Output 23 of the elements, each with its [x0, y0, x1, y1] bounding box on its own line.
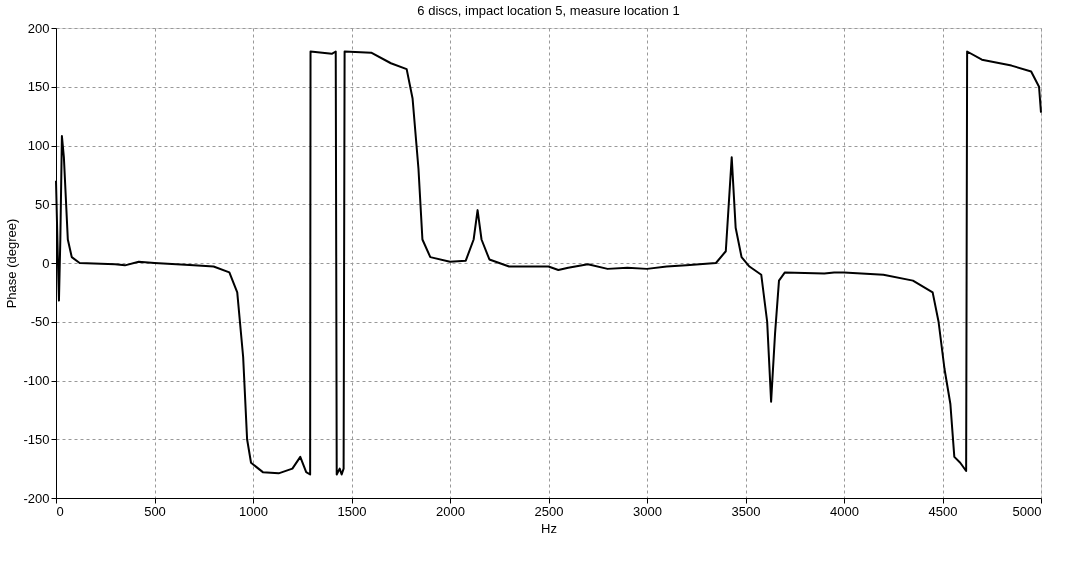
y-tick-label: -100	[23, 373, 50, 388]
y-tick-label: -50	[30, 314, 50, 330]
y-tick-label: 200	[27, 20, 50, 36]
y-tick-label: 50	[35, 196, 50, 212]
x-tick-label: 4000	[830, 503, 859, 519]
x-tick-label: 500	[144, 503, 166, 519]
x-tick-label: 1000	[239, 503, 268, 519]
x-tick-label: 2500	[534, 503, 564, 519]
y-tick-label: 150	[27, 79, 50, 95]
y-tick-label: -200	[23, 490, 50, 506]
y-tick-label: -150	[23, 431, 50, 447]
chart-title: 6 discs, impact location 5, measure location 1	[417, 3, 680, 18]
x-tick-label: 5000	[1012, 503, 1042, 519]
x-tick-label: 2000	[436, 503, 465, 519]
x-axis-title: Hz	[541, 520, 557, 536]
x-tick-label: 0	[56, 503, 64, 519]
x-tick-label: 3500	[731, 503, 761, 519]
x-tick-label: 4500	[928, 503, 958, 519]
y-tick-label: 0	[42, 255, 50, 271]
x-tick-label: 1500	[337, 503, 367, 519]
x-tick-label: 3000	[633, 503, 662, 519]
y-tick-label: 100	[27, 138, 50, 153]
y-axis-title: Phase (degree)	[4, 218, 20, 309]
